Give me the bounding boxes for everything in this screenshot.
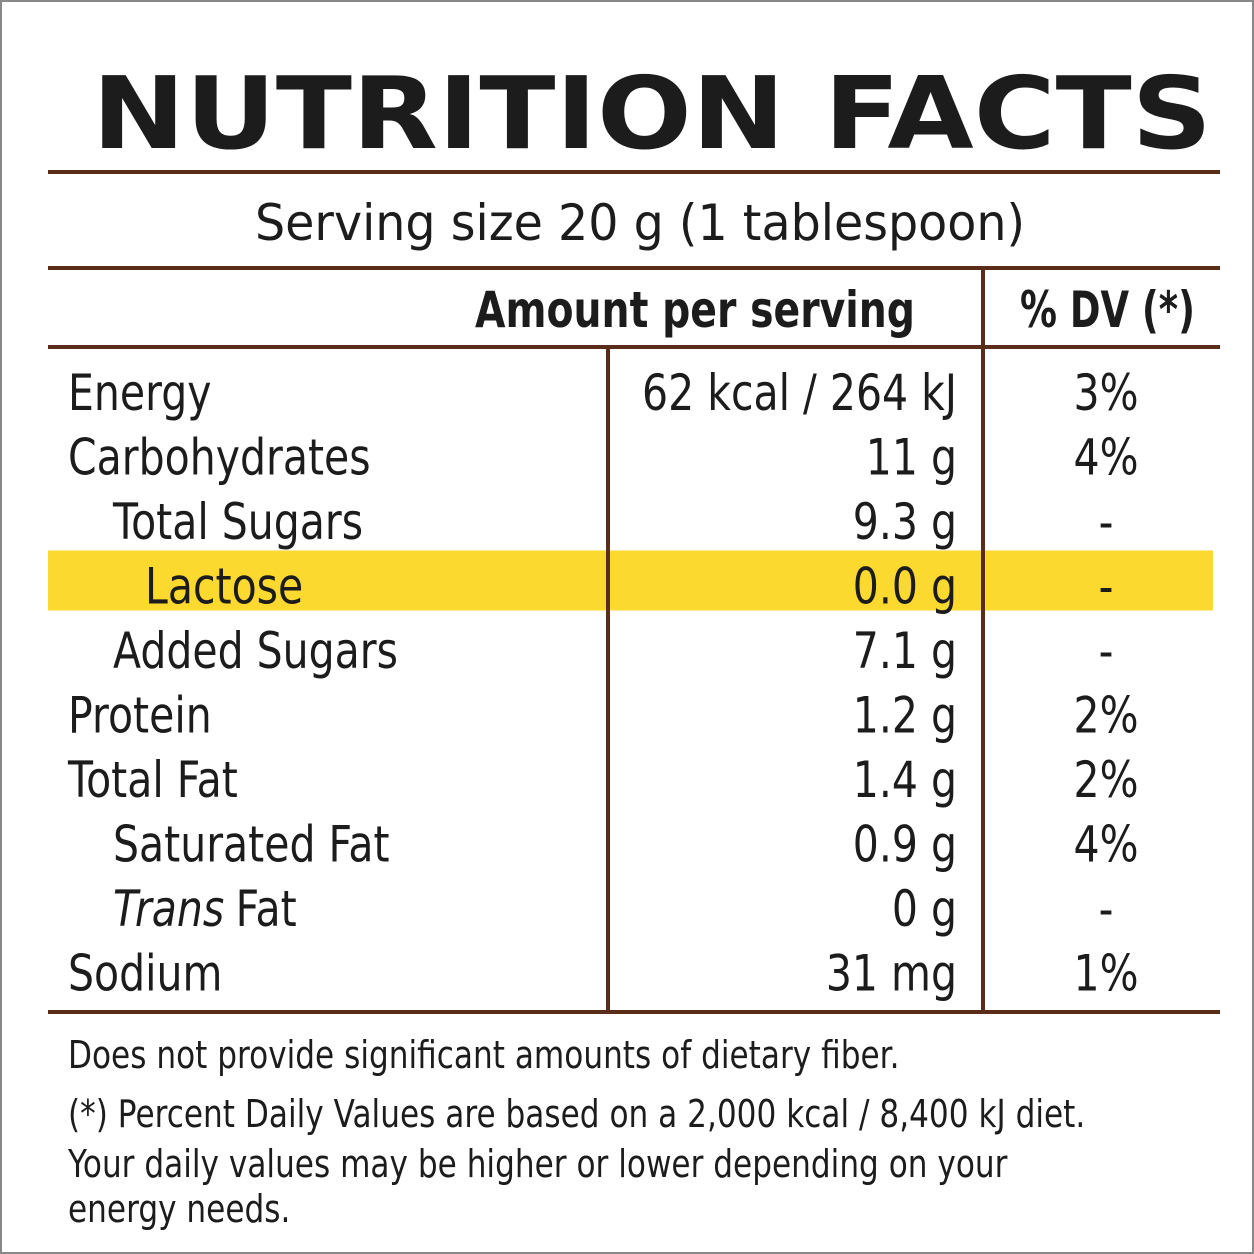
row-dv: 2% bbox=[1073, 751, 1138, 809]
row-name: Trans Fat bbox=[113, 880, 297, 938]
footnote: energy needs. bbox=[68, 1188, 290, 1232]
row-amount: 62 kcal / 264 kJ bbox=[642, 364, 957, 422]
row-amount: 1.2 g bbox=[853, 687, 957, 745]
row-dv: - bbox=[1099, 558, 1114, 616]
row-name: Total Sugars bbox=[112, 493, 363, 551]
row-amount: 0.0 g bbox=[853, 558, 957, 616]
footnote: Your daily values may be higher or lower… bbox=[67, 1143, 1008, 1187]
row-amount: 0 g bbox=[892, 880, 957, 938]
row-name: Added Sugars bbox=[113, 622, 398, 680]
row-name: Energy bbox=[68, 364, 212, 422]
row-amount: 31 mg bbox=[826, 945, 957, 1003]
column-header: Amount per serving bbox=[475, 281, 915, 339]
row-dv: - bbox=[1099, 622, 1114, 680]
row-dv: - bbox=[1099, 493, 1114, 551]
row-name: Lactose bbox=[145, 558, 303, 616]
row-amount: 9.3 g bbox=[853, 493, 957, 551]
highlight-band bbox=[48, 550, 1213, 611]
column-header: % DV (*) bbox=[1020, 281, 1195, 339]
serving-size: Serving size 20 g (1 tablespoon) bbox=[255, 194, 1025, 252]
footnote: (*) Percent Daily Values are based on a … bbox=[68, 1093, 1085, 1137]
row-dv: 4% bbox=[1073, 816, 1138, 874]
row-name: Protein bbox=[68, 687, 212, 745]
row-amount: 0.9 g bbox=[853, 816, 957, 874]
row-dv: - bbox=[1099, 880, 1114, 938]
row-name: Sodium bbox=[68, 945, 222, 1003]
row-amount: 11 g bbox=[866, 429, 957, 487]
title: NUTRITION FACTS bbox=[92, 55, 1212, 172]
row-name-italic: Trans bbox=[113, 880, 224, 938]
row-amount: 1.4 g bbox=[853, 751, 957, 809]
row-dv: 3% bbox=[1073, 364, 1138, 422]
row-name-rest: Fat bbox=[236, 880, 297, 938]
row-dv: 4% bbox=[1073, 429, 1138, 487]
row-name: Total Fat bbox=[67, 751, 238, 809]
row-dv: 1% bbox=[1073, 945, 1138, 1003]
footnote: Does not provide significant amounts of … bbox=[68, 1034, 900, 1078]
row-amount: 7.1 g bbox=[853, 622, 957, 680]
row-dv: 2% bbox=[1073, 687, 1138, 745]
footer: Does not provide significant amounts of … bbox=[67, 1034, 1085, 1232]
row-name: Carbohydrates bbox=[68, 429, 371, 487]
row-name: Saturated Fat bbox=[113, 816, 390, 874]
rows: Energy 62 kcal / 264 kJ 3% Carbohydrates 11 … bbox=[67, 364, 1138, 1002]
